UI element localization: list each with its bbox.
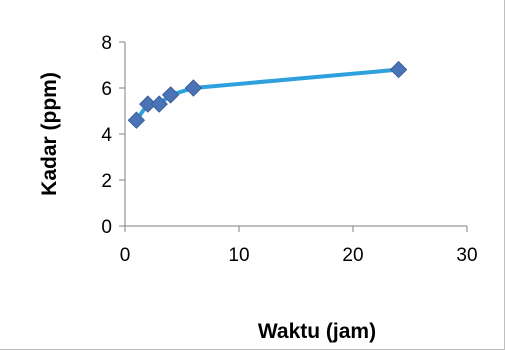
data-point-marker — [127, 111, 146, 129]
y-tick-label: 8 — [101, 33, 112, 54]
y-axis-title: Kadar (ppm) — [38, 72, 61, 196]
data-point-marker — [184, 79, 203, 97]
x-tick-label: 20 — [342, 245, 363, 266]
data-point-marker — [161, 86, 180, 104]
y-tick-label: 4 — [101, 125, 112, 146]
x-tick-label: 0 — [120, 245, 131, 266]
y-tick-label: 6 — [101, 79, 112, 100]
x-axis-title: Waktu (jam) — [258, 320, 376, 343]
data-point-marker — [389, 60, 408, 79]
y-tick-label: 2 — [101, 171, 112, 192]
markers-group — [127, 60, 408, 129]
y-tick-label: 0 — [101, 217, 112, 238]
x-tick-label: 10 — [228, 245, 249, 266]
data-point-marker — [139, 95, 157, 113]
tick-labels: 0 2 4 6 8 0 10 20 30 — [101, 33, 477, 266]
data-point-marker — [150, 95, 168, 113]
x-tick-label: 30 — [456, 245, 477, 266]
axes — [119, 41, 468, 232]
